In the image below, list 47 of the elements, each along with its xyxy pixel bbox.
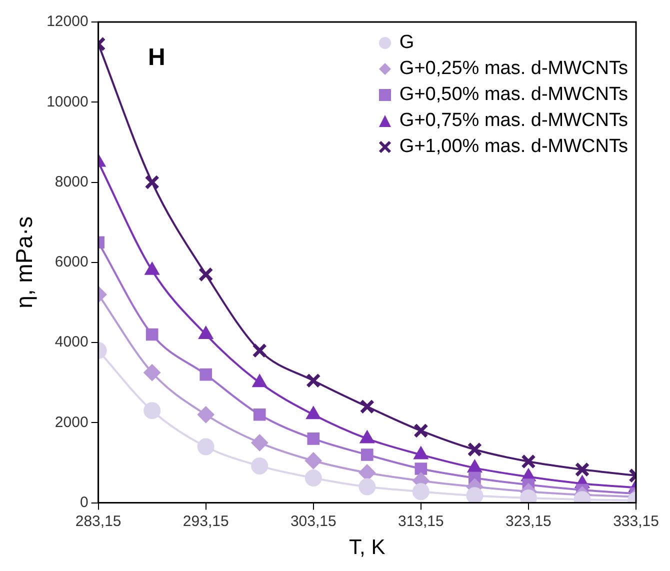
point bbox=[197, 438, 214, 456]
point bbox=[251, 457, 268, 474]
y-tick-label: 8000 bbox=[54, 173, 88, 190]
point bbox=[304, 469, 322, 486]
point bbox=[146, 328, 158, 341]
point bbox=[200, 368, 212, 381]
point bbox=[251, 434, 268, 452]
point bbox=[414, 462, 428, 475]
point bbox=[466, 487, 484, 503]
y-tick-label: 0 bbox=[80, 494, 88, 511]
point bbox=[144, 402, 161, 420]
y-tick-label: 4000 bbox=[54, 334, 88, 351]
point bbox=[252, 343, 268, 358]
x-tick-label: 323,15 bbox=[506, 512, 552, 530]
point bbox=[144, 174, 160, 190]
x-tick-label: 333,15 bbox=[613, 512, 659, 530]
point bbox=[253, 408, 266, 421]
x-tick-label: 303,15 bbox=[290, 512, 336, 530]
y-axis-title: η, mPa·s bbox=[11, 216, 38, 308]
point bbox=[521, 454, 536, 469]
point bbox=[307, 432, 320, 445]
point bbox=[358, 478, 376, 496]
legend-label: G bbox=[399, 31, 414, 55]
legend-label: G+0,75% mas. d-MWCNTs bbox=[399, 109, 628, 133]
point bbox=[198, 267, 214, 282]
x-tick-label: 293,15 bbox=[182, 512, 229, 530]
point bbox=[306, 373, 321, 388]
legend-label: G+1,00% mas. d-MWCNTs bbox=[399, 135, 628, 159]
annotation: H bbox=[148, 44, 166, 72]
point bbox=[360, 399, 375, 414]
point bbox=[467, 442, 482, 457]
point bbox=[144, 364, 161, 382]
legend-label: G+0,50% mas. d-MWCNTs bbox=[399, 83, 628, 107]
point bbox=[574, 462, 590, 477]
x-tick-label: 313,15 bbox=[398, 512, 444, 530]
x-axis-title: T, K bbox=[349, 536, 386, 560]
y-tick-label: 6000 bbox=[54, 254, 88, 271]
point bbox=[304, 452, 322, 470]
point bbox=[412, 483, 430, 500]
y-tick-label: 12000 bbox=[46, 13, 88, 30]
point bbox=[197, 406, 214, 424]
x-tick-label: 283,15 bbox=[75, 512, 122, 530]
legend-label: G+0,25% mas. d-MWCNTs bbox=[399, 57, 628, 81]
point bbox=[414, 423, 428, 438]
point bbox=[361, 448, 374, 461]
y-tick-label: 2000 bbox=[54, 414, 88, 431]
y-tick-label: 10000 bbox=[46, 93, 88, 110]
